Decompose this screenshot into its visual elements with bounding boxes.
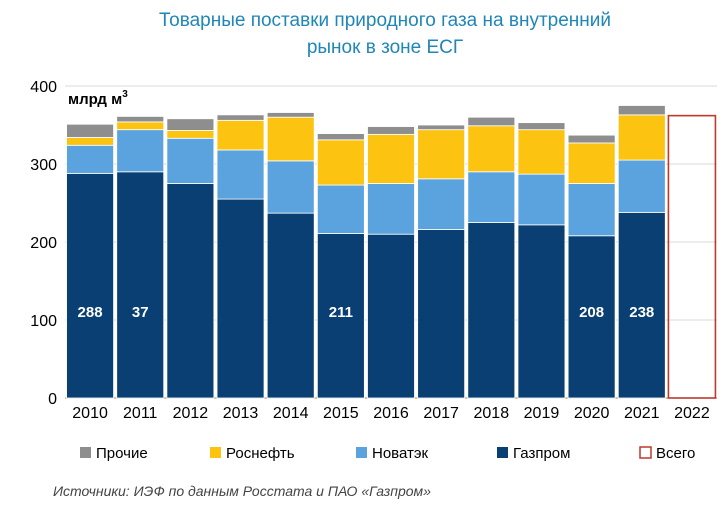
bar-segment bbox=[367, 183, 415, 235]
unit-label: млрд м3 bbox=[68, 89, 128, 108]
x-tick-label: 2015 bbox=[323, 405, 359, 422]
legend-label: Газпром bbox=[513, 445, 570, 462]
x-tick-label: 2012 bbox=[173, 405, 209, 422]
bar-segment bbox=[216, 114, 265, 121]
x-tick-label: 2020 bbox=[574, 405, 610, 422]
y-tick-label: 100 bbox=[30, 313, 57, 330]
legend-swatch bbox=[210, 447, 221, 458]
bar-segment bbox=[166, 137, 215, 184]
bar-segment bbox=[617, 105, 666, 116]
bar-segment bbox=[216, 119, 265, 151]
bar-segment bbox=[266, 116, 315, 162]
bar-segment bbox=[316, 133, 365, 141]
bar-segment bbox=[517, 129, 566, 175]
y-axis-ticks: 0 100 200 300 400 bbox=[30, 79, 57, 408]
bar-segment bbox=[567, 235, 616, 399]
bar-segment bbox=[116, 116, 165, 123]
bar-segment bbox=[417, 178, 466, 230]
legend-swatch bbox=[80, 447, 91, 458]
bar-segment bbox=[517, 224, 566, 399]
bar-segment bbox=[417, 229, 466, 399]
x-tick-label: 2013 bbox=[223, 405, 259, 422]
y-tick-label: 400 bbox=[30, 79, 57, 96]
y-tick-label: 300 bbox=[30, 157, 57, 174]
data-label: 37 bbox=[132, 304, 149, 321]
bar-segment bbox=[266, 212, 315, 399]
x-tick-label: 2018 bbox=[474, 405, 510, 422]
x-tick-label: 2022 bbox=[674, 405, 710, 422]
bar-segment bbox=[467, 171, 516, 223]
bar-segment bbox=[617, 114, 666, 161]
bar-segment bbox=[316, 233, 365, 399]
x-tick-label: 2010 bbox=[72, 405, 108, 422]
legend-swatch bbox=[356, 447, 367, 458]
bar-segment bbox=[567, 183, 616, 237]
x-tick-label: 2016 bbox=[373, 405, 409, 422]
data-labels: 288 37 211 208 238 bbox=[78, 304, 655, 321]
bar-segment bbox=[266, 160, 315, 214]
bar-segment bbox=[116, 121, 165, 131]
bar-segment bbox=[66, 137, 114, 146]
y-tick-label: 200 bbox=[30, 235, 57, 252]
bar-segment bbox=[116, 129, 165, 173]
bar-segment bbox=[367, 126, 415, 135]
total-bar bbox=[667, 114, 717, 399]
legend-label: Прочие bbox=[96, 445, 148, 462]
bars bbox=[66, 105, 717, 399]
bar-segment bbox=[517, 122, 566, 131]
data-label: 288 bbox=[78, 304, 103, 321]
bar-segment bbox=[166, 118, 215, 131]
legend-swatch bbox=[497, 447, 508, 458]
chart-title-line-1: Товарные поставки природного газа на вну… bbox=[159, 10, 611, 31]
x-axis-ticks: 2010 2011 2012 2013 2014 2015 2016 2017 2018 2019… bbox=[72, 405, 710, 422]
bar-segment bbox=[216, 198, 265, 399]
data-label: 211 bbox=[329, 304, 353, 321]
x-tick-label: 2021 bbox=[624, 405, 660, 422]
unit-superscript: 3 bbox=[122, 89, 128, 100]
legend: Прочие Роснефть Новатэк Газпром Всего bbox=[80, 445, 695, 462]
bar-segment bbox=[467, 125, 516, 173]
bar-segment bbox=[166, 183, 215, 399]
bar-segment bbox=[266, 112, 315, 118]
bar-segment bbox=[417, 129, 466, 180]
bar-segment bbox=[367, 133, 415, 184]
bar-segment bbox=[66, 123, 114, 138]
x-tick-label: 2011 bbox=[123, 405, 158, 422]
bar-segment bbox=[66, 172, 114, 399]
x-tick-label: 2014 bbox=[273, 405, 309, 422]
bar-segment bbox=[467, 116, 516, 127]
bar-segment bbox=[166, 130, 215, 139]
y-tick-label: 0 bbox=[48, 391, 57, 408]
bar-segment bbox=[116, 171, 165, 399]
bar-segment bbox=[367, 233, 415, 399]
chart-title-line-2: рынок в зоне ЕСГ bbox=[307, 37, 463, 58]
x-tick-label: 2017 bbox=[423, 405, 459, 422]
legend-swatch bbox=[639, 446, 652, 459]
bar-segment bbox=[216, 149, 265, 200]
bar-segment bbox=[517, 173, 566, 226]
legend-label: Роснефть bbox=[226, 445, 295, 462]
source-note: Источники: ИЭФ по данным Росстата и ПАО … bbox=[53, 483, 431, 499]
legend-label: Всего bbox=[656, 445, 695, 462]
bar-segment bbox=[66, 144, 114, 174]
bar-segment bbox=[467, 222, 516, 399]
data-label: 208 bbox=[579, 304, 604, 321]
bar-segment bbox=[417, 124, 466, 131]
bar-segment bbox=[316, 184, 365, 234]
bar-segment bbox=[567, 142, 616, 184]
x-tick-label: 2019 bbox=[524, 405, 560, 422]
bar-segment bbox=[567, 134, 616, 144]
bar-segment bbox=[316, 139, 365, 186]
data-label: 238 bbox=[629, 304, 654, 321]
legend-label: Новатэк bbox=[372, 445, 429, 462]
bar-segment bbox=[617, 159, 666, 213]
